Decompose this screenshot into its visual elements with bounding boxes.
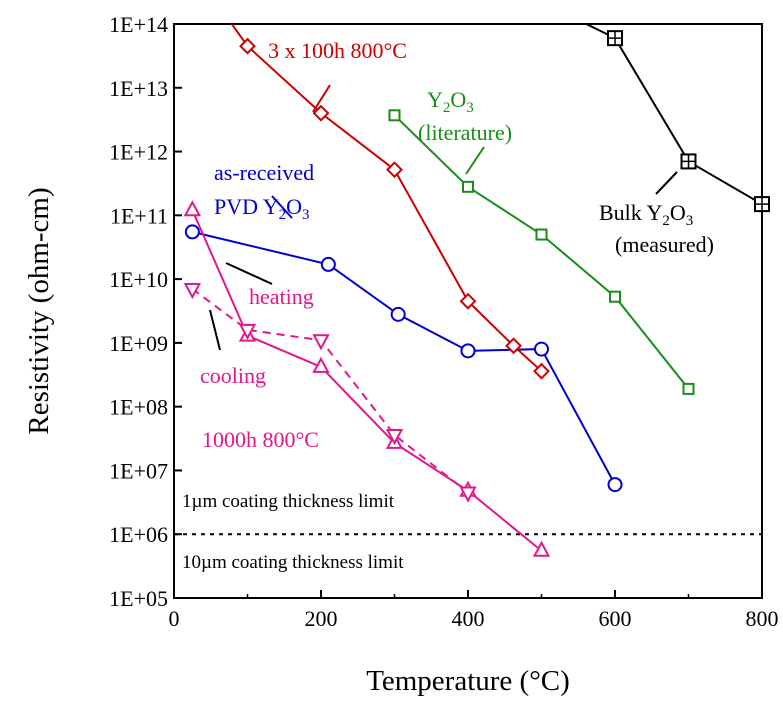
annotation-1000h: 1000h 800°C xyxy=(202,427,319,452)
circle-marker xyxy=(390,306,406,322)
y-tick-label: 1E+11 xyxy=(110,203,168,228)
y-tick-label: 1E+14 xyxy=(109,12,168,37)
series-lit xyxy=(388,109,695,395)
y-axis-label: Resistivity (ohm-cm) xyxy=(23,187,55,434)
triangle-down-marker xyxy=(312,334,330,351)
annotation-bulk-line1: Bulk Y2O3 xyxy=(599,200,693,229)
square-plus-cross xyxy=(608,31,622,46)
leader-lit xyxy=(465,146,485,175)
square-marker xyxy=(388,109,401,122)
y-tick-label: 1E+08 xyxy=(109,395,168,420)
annotation-3x100h: 3 x 100h 800°C xyxy=(268,38,407,63)
annotation-lit-formula: Y2O3 xyxy=(427,87,474,116)
diamond-marker xyxy=(312,104,330,122)
diamond-marker xyxy=(459,292,477,310)
square-marker xyxy=(535,228,548,241)
triangle-up-marker xyxy=(312,356,330,373)
series-line xyxy=(192,230,616,486)
triangle-down-marker xyxy=(459,486,477,503)
series-pvd xyxy=(184,224,623,493)
leader-3x100h xyxy=(312,84,331,113)
diamond-marker xyxy=(505,337,522,355)
series-cooling xyxy=(183,282,477,503)
axis-ticks: 0 200 400 600 800 1E+05 1E+06 1E+07 1E+08 1E+09 1E… xyxy=(109,12,778,631)
limit-lines xyxy=(174,533,762,599)
square-plus-cross xyxy=(755,197,769,212)
diamond-marker xyxy=(533,362,550,380)
triangle-up-marker xyxy=(532,540,551,557)
triangle-down-marker xyxy=(385,428,404,446)
x-tick-label: 400 xyxy=(452,606,485,631)
x-tick-label: 0 xyxy=(169,606,180,631)
triangle-down-marker xyxy=(183,282,202,300)
square-marker xyxy=(682,382,695,395)
series-line xyxy=(191,209,543,552)
triangle-down-marker xyxy=(238,323,257,340)
diamond-marker xyxy=(239,37,256,55)
circle-marker xyxy=(184,224,200,240)
series-h3x100 xyxy=(230,24,550,380)
data-series xyxy=(183,24,770,557)
y-tick-label: 1E+13 xyxy=(109,76,168,101)
limit-label-10um: 10µm coating thickness limit xyxy=(182,552,404,573)
y-tick-label: 1E+09 xyxy=(109,331,168,356)
circle-marker xyxy=(460,343,476,359)
series-line xyxy=(191,288,469,494)
annotation-cooling: cooling xyxy=(200,363,266,388)
y-tick-label: 1E+06 xyxy=(109,522,168,547)
y-tick-label: 1E+07 xyxy=(109,458,168,483)
x-tick-label: 200 xyxy=(305,606,338,631)
annotation-bulk-line2: (measured) xyxy=(615,232,714,257)
leader-pvd xyxy=(271,195,293,219)
leader-heating xyxy=(225,262,273,285)
y-tick-label: 1E+12 xyxy=(109,140,168,165)
square-marker xyxy=(462,180,474,193)
diamond-marker xyxy=(386,161,403,179)
square-plus-cross xyxy=(681,154,696,169)
y-tick-label: 1E+10 xyxy=(109,267,168,292)
x-tick-label: 800 xyxy=(746,606,779,631)
circle-marker xyxy=(607,477,623,493)
square-marker xyxy=(609,290,621,303)
y-tick-label: 1E+05 xyxy=(109,586,168,611)
annotation-heating: heating xyxy=(249,284,314,309)
x-axis-label: Temperature (°C) xyxy=(366,665,570,697)
triangle-up-marker xyxy=(183,200,202,217)
annotation-pvd-line1: as-received xyxy=(214,160,314,185)
annotation-pvd-line2: PVD Y2O3 xyxy=(214,194,309,223)
leader-bulk xyxy=(655,171,678,195)
limit-label-1um: 1µm coating thickness limit xyxy=(182,491,395,512)
circle-marker xyxy=(320,256,336,272)
series-bulk xyxy=(584,24,770,213)
circle-marker xyxy=(534,341,549,357)
leader-cooling xyxy=(209,309,221,351)
series-line xyxy=(584,24,762,205)
annotation-lit-label: (literature) xyxy=(418,120,512,145)
x-tick-label: 600 xyxy=(599,606,632,631)
